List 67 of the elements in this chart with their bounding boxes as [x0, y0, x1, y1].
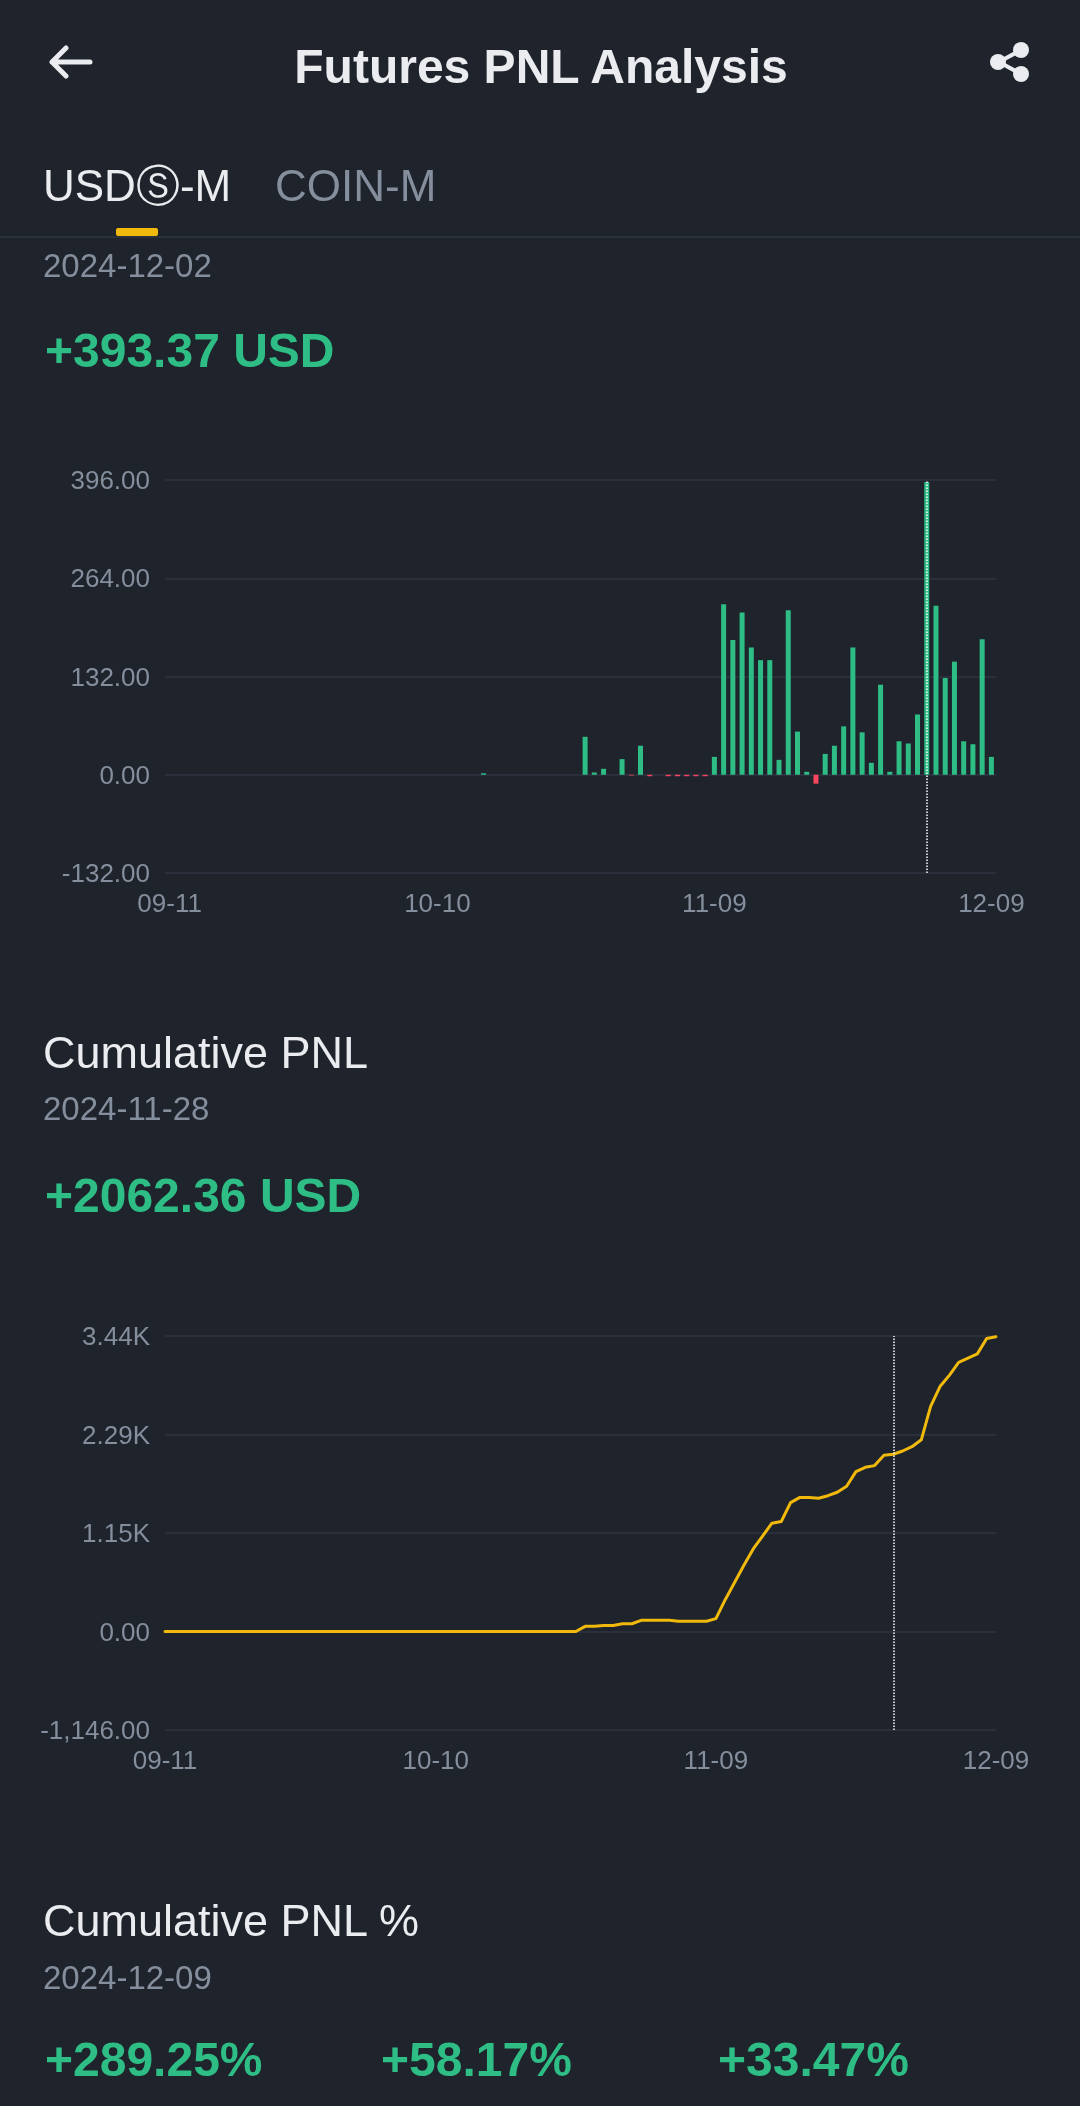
y-tick-label: 396.00 — [70, 465, 150, 495]
bar — [970, 744, 976, 775]
bar — [951, 661, 957, 775]
y-tick-label: 0.00 — [99, 1616, 150, 1647]
y-tick-label: -1,146.00 — [40, 1715, 150, 1745]
bar — [785, 610, 791, 775]
chart-title: Futures PNL Analysis — [294, 40, 788, 93]
bar — [730, 640, 736, 775]
bar — [748, 647, 754, 775]
text: +2062.36 USD — [45, 1169, 362, 1222]
text: +393.37 USD — [45, 324, 335, 377]
bar — [767, 660, 773, 775]
bar — [804, 771, 810, 775]
bar — [638, 745, 644, 775]
x-tick-label: 12-09 — [962, 1745, 1030, 1775]
bar — [831, 745, 837, 775]
line-series — [163, 1335, 998, 1633]
bar — [776, 759, 782, 775]
bar — [961, 741, 967, 775]
chart-subtitle: 2024-11-28 — [43, 1090, 210, 1127]
bar — [905, 743, 911, 775]
bar — [739, 612, 745, 775]
y-tick-label: 264.00 — [70, 563, 150, 594]
bar — [887, 771, 893, 775]
x-tick-label: 09-11 — [132, 1745, 198, 1775]
text: +33.47% — [718, 2033, 909, 2086]
text: COIN-M — [275, 161, 437, 210]
bar — [979, 639, 985, 775]
text: +289.25% — [45, 2033, 263, 2086]
bar — [859, 732, 865, 775]
bar — [582, 736, 588, 775]
bar — [868, 762, 874, 775]
text: 2024-12-09 — [43, 1959, 212, 1996]
chart-title: Cumulative PNL — [43, 1027, 369, 1078]
y-tick-label: -132.00 — [61, 858, 150, 888]
y-tick-label: 2.29K — [82, 1419, 151, 1450]
y-tick-label: 3.44K — [82, 1321, 151, 1351]
text: +58.17% — [381, 2033, 572, 2086]
x-tick-label: 11-09 — [682, 888, 747, 918]
bar — [878, 684, 884, 775]
bar — [988, 756, 994, 775]
x-tick-label: 10-10 — [402, 1745, 470, 1775]
bar — [822, 753, 828, 775]
bar — [758, 660, 764, 775]
y-tick-label: 1.15K — [82, 1518, 151, 1548]
bar — [711, 756, 717, 775]
y-tick-label: 0.00 — [99, 759, 150, 790]
text: USDⓈ-M — [43, 161, 232, 210]
bar — [794, 731, 800, 775]
bar — [915, 714, 921, 775]
bar — [850, 647, 856, 775]
bar — [813, 774, 819, 784]
bar — [942, 677, 948, 775]
y-tick-label: 132.00 — [70, 661, 150, 692]
x-tick-label: 12-09 — [958, 888, 1025, 918]
bar — [896, 741, 902, 775]
chart-subtitle: 2024-12-02 — [43, 247, 212, 284]
x-tick-label: 10-10 — [404, 888, 471, 918]
bar — [721, 604, 727, 775]
text: Cumulative PNL % — [43, 1895, 419, 1946]
bar — [841, 726, 847, 775]
bar — [619, 759, 625, 775]
x-tick-label: 11-09 — [683, 1745, 749, 1775]
x-tick-label: 09-11 — [137, 888, 202, 918]
bar — [933, 605, 939, 775]
bar — [601, 768, 607, 775]
bar — [591, 772, 597, 775]
